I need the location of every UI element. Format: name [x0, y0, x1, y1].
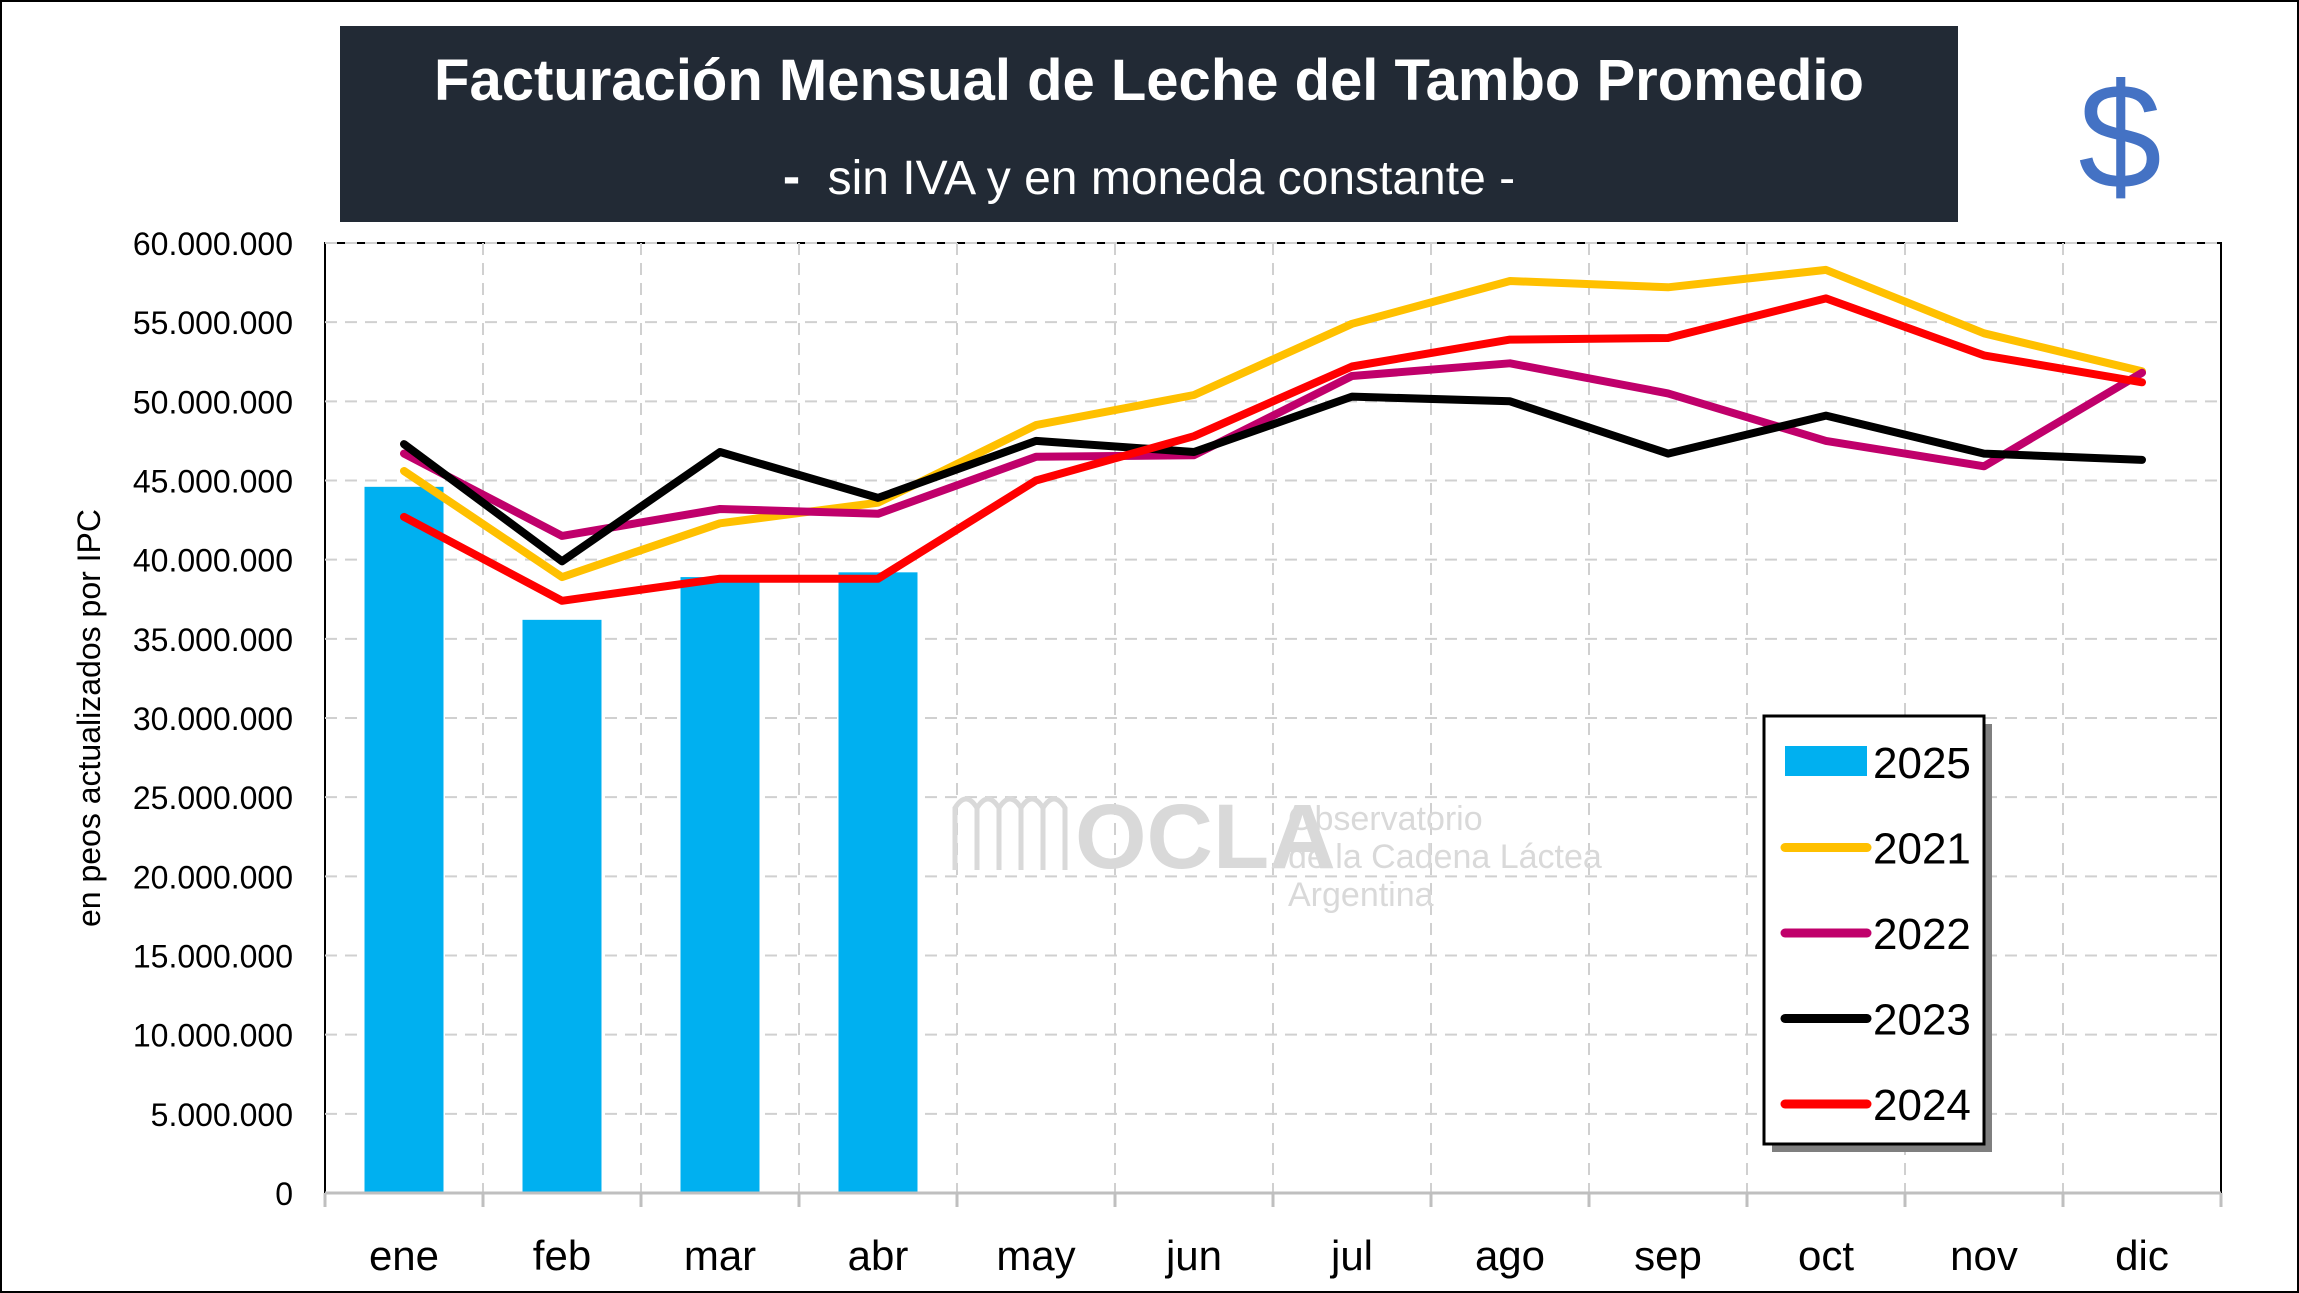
watermark-logo: OCLA: [1075, 786, 1336, 888]
y-tick-label: 55.000.000: [133, 305, 293, 341]
bar-2025: [522, 619, 602, 1193]
chart-title: Facturación Mensual de Leche del Tambo P…: [434, 48, 1864, 113]
x-tick-label: ene: [369, 1232, 439, 1279]
legend-label-2021: 2021: [1873, 825, 1971, 874]
y-tick-label: 0: [275, 1176, 293, 1212]
y-tick-label: 10.000.000: [133, 1018, 293, 1054]
y-tick-label: 60.000.000: [133, 226, 293, 262]
currency-symbol: $: [2078, 52, 2161, 220]
bar-2025: [838, 572, 918, 1193]
y-tick-label: 5.000.000: [151, 1097, 293, 1133]
bars-2025: [364, 486, 918, 1193]
y-tick-label: 40.000.000: [133, 543, 293, 579]
subtitle-dash: -: [783, 148, 800, 206]
legend-label-2022: 2022: [1873, 910, 1971, 959]
watermark-line3: Argentina: [1288, 876, 1434, 914]
watermark-line1: Observatorio: [1288, 800, 1483, 838]
legend-label-2025: 2025: [1873, 739, 1971, 788]
x-tick-label: may: [996, 1232, 1075, 1279]
bar-2025: [680, 577, 760, 1193]
x-tick-label: feb: [533, 1232, 591, 1279]
x-tick-label: jun: [1164, 1232, 1222, 1279]
y-tick-label: 25.000.000: [133, 780, 293, 816]
wave-path: [952, 796, 1068, 870]
subtitle-text: sin IVA y en moneda constante -: [828, 152, 1516, 205]
legend-label-2024: 2024: [1873, 1081, 1971, 1130]
x-tick-label: ago: [1475, 1232, 1545, 1279]
y-tick-label: 30.000.000: [133, 701, 293, 737]
legend: 2025 2021 2022 2023 2024: [1762, 714, 1992, 1152]
y-tick-label: 20.000.000: [133, 859, 293, 895]
x-tick-label: dic: [2115, 1232, 2169, 1279]
x-tick-label: nov: [1950, 1232, 2018, 1279]
x-tick-label: abr: [848, 1232, 909, 1279]
legend-label-2023: 2023: [1873, 996, 1971, 1045]
y-tick-label: 45.000.000: [133, 464, 293, 500]
line-2022: [400, 359, 2146, 540]
x-tick-label: mar: [684, 1232, 756, 1279]
watermark: OCLA Observatorio de la Cadena Láctea Ar…: [952, 786, 1602, 914]
chart-subtitle: - sin IVA y en moneda constante -: [783, 148, 1515, 206]
watermark-line2: de la Cadena Láctea: [1288, 838, 1602, 876]
y-tick-label: 15.000.000: [133, 939, 293, 975]
y-axis-label: en peos actualizados por IPC: [71, 509, 107, 927]
ocla-wave-icon: [952, 796, 1068, 870]
x-tick-label: sep: [1634, 1232, 1702, 1279]
line-2024: [400, 294, 2146, 605]
y-axis: 0 5.000.000 10.000.000 15.000.000 20.000.000…: [133, 226, 293, 1212]
line-2023: [400, 392, 2146, 566]
x-axis: ene feb mar abr may jun jul ago sep oct nov dic: [323, 1191, 2223, 1279]
y-tick-label: 50.000.000: [133, 384, 293, 420]
bar-2025: [364, 486, 444, 1193]
y-tick-label: 35.000.000: [133, 622, 293, 658]
line-series: [400, 265, 2146, 605]
x-tick-label: oct: [1798, 1232, 1854, 1279]
line-2021: [400, 265, 2146, 582]
x-tick-label: jul: [1329, 1232, 1373, 1279]
legend-swatch-2025: [1785, 746, 1867, 776]
title-panel: [340, 26, 1958, 222]
